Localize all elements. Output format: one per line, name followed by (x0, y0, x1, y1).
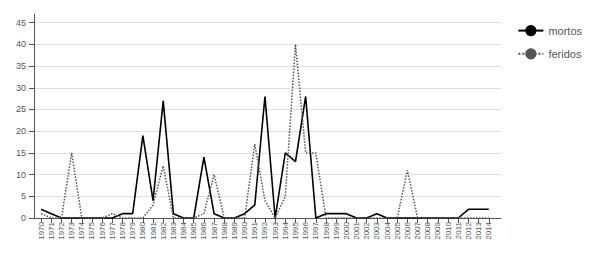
svg-text:5: 5 (21, 191, 26, 201)
svg-text:2000: 2000 (342, 221, 351, 239)
svg-text:2014: 2014 (484, 221, 493, 239)
svg-text:10: 10 (16, 170, 26, 180)
svg-text:2008: 2008 (423, 221, 432, 239)
svg-text:2010: 2010 (444, 221, 453, 239)
svg-text:1978: 1978 (118, 221, 127, 239)
svg-text:1982: 1982 (159, 221, 168, 239)
svg-text:1988: 1988 (220, 221, 229, 239)
svg-text:25: 25 (16, 104, 26, 114)
svg-text:1992: 1992 (260, 221, 269, 239)
svg-text:1977: 1977 (108, 221, 117, 239)
svg-text:1995: 1995 (291, 221, 300, 239)
svg-text:1987: 1987 (210, 221, 219, 239)
svg-text:1983: 1983 (169, 221, 178, 239)
svg-text:1998: 1998 (322, 221, 331, 239)
svg-text:2001: 2001 (352, 221, 361, 239)
svg-text:35: 35 (16, 61, 26, 71)
svg-text:2013: 2013 (474, 221, 483, 239)
svg-text:1994: 1994 (281, 221, 290, 239)
svg-text:1997: 1997 (311, 221, 320, 239)
svg-text:2005: 2005 (393, 221, 402, 239)
svg-text:2007: 2007 (413, 221, 422, 239)
svg-text:1985: 1985 (189, 221, 198, 239)
svg-text:1980: 1980 (138, 221, 147, 239)
svg-text:2012: 2012 (464, 221, 473, 239)
svg-text:2011: 2011 (454, 221, 463, 239)
svg-text:1972: 1972 (57, 221, 66, 239)
svg-text:2004: 2004 (383, 221, 392, 239)
svg-text:feridos: feridos (548, 48, 582, 60)
svg-text:1984: 1984 (179, 221, 188, 239)
svg-text:1976: 1976 (98, 221, 107, 239)
svg-text:1971: 1971 (47, 221, 56, 239)
svg-text:1990: 1990 (240, 221, 249, 239)
svg-text:2009: 2009 (433, 221, 442, 239)
svg-text:1974: 1974 (77, 221, 86, 239)
svg-text:1979: 1979 (128, 221, 137, 239)
svg-text:0: 0 (21, 213, 26, 223)
svg-text:1975: 1975 (87, 221, 96, 239)
svg-text:30: 30 (16, 83, 26, 93)
svg-text:2006: 2006 (403, 221, 412, 239)
svg-text:1981: 1981 (149, 221, 158, 239)
svg-text:1986: 1986 (199, 221, 208, 239)
svg-text:45: 45 (16, 18, 26, 28)
svg-text:1970: 1970 (37, 221, 46, 239)
svg-text:20: 20 (16, 126, 26, 136)
svg-text:2002: 2002 (362, 221, 371, 239)
svg-text:1996: 1996 (301, 221, 310, 239)
svg-text:1991: 1991 (250, 221, 259, 239)
svg-text:1989: 1989 (230, 221, 239, 239)
svg-text:2003: 2003 (372, 221, 381, 239)
svg-text:40: 40 (16, 39, 26, 49)
svg-text:mortos: mortos (548, 25, 582, 37)
svg-text:1973: 1973 (67, 221, 76, 239)
svg-text:15: 15 (16, 148, 26, 158)
svg-text:1999: 1999 (332, 221, 341, 239)
svg-text:1993: 1993 (271, 221, 280, 239)
